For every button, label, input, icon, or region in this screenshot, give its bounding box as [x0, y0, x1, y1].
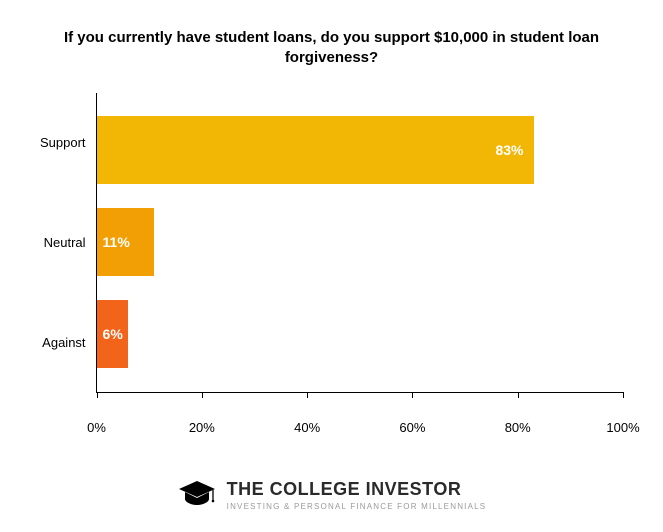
bar-support: 83% [97, 116, 534, 184]
bar-value-support: 83% [495, 142, 523, 158]
bar-row-against: 6% [97, 300, 623, 368]
bar-neutral: 11% [97, 208, 155, 276]
bar-value-against: 6% [103, 326, 123, 342]
brand-tagline: INVESTING & PERSONAL FINANCE FOR MILLENN… [227, 503, 487, 512]
chart-container: If you currently have student loans, do … [0, 0, 663, 532]
chart-area: Support Neutral Against 83% 11% 6 [40, 93, 623, 430]
bar-against: 6% [97, 300, 129, 368]
chart-title: If you currently have student loans, do … [40, 28, 623, 69]
y-label-neutral: Neutral [40, 203, 86, 283]
bars-group: 83% 11% 6% [97, 93, 623, 392]
x-tick-20: 20% [189, 420, 215, 435]
tick-mark [518, 392, 519, 398]
x-tick-100: 100% [606, 420, 639, 435]
y-axis-labels: Support Neutral Against [40, 93, 96, 393]
footer-brand: THE COLLEGE INVESTOR INVESTING & PERSONA… [40, 479, 623, 512]
x-tick-40: 40% [294, 420, 320, 435]
tick-mark [307, 392, 308, 398]
bar-row-neutral: 11% [97, 208, 623, 276]
brand-text: THE COLLEGE INVESTOR INVESTING & PERSONA… [227, 480, 487, 512]
graduation-cap-icon [177, 479, 217, 512]
tick-mark [623, 392, 624, 398]
tick-mark [412, 392, 413, 398]
tick-mark [97, 392, 98, 398]
x-tick-80: 80% [505, 420, 531, 435]
bar-value-neutral: 11% [103, 234, 130, 250]
y-label-against: Against [40, 303, 86, 383]
tick-mark [202, 392, 203, 398]
x-tick-0: 0% [87, 420, 106, 435]
brand-name: THE COLLEGE INVESTOR [227, 480, 487, 500]
plot-area: 83% 11% 6% [96, 93, 623, 393]
bar-row-support: 83% [97, 116, 623, 184]
x-tick-60: 60% [399, 420, 425, 435]
y-label-support: Support [40, 103, 86, 183]
